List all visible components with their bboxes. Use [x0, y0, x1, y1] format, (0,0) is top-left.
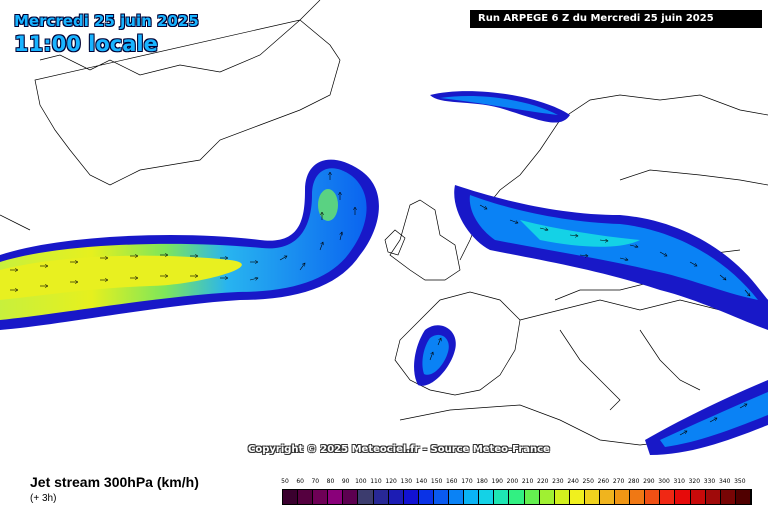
- legend-swatch: [720, 490, 736, 504]
- legend-swatch: [584, 490, 600, 504]
- forecast-time: 11:00 locale: [14, 32, 158, 56]
- legend-level-label: 260: [597, 478, 610, 485]
- legend-level-label: 340: [718, 478, 731, 485]
- legend-swatch: [554, 490, 570, 504]
- legend-level-label: 200: [506, 478, 519, 485]
- legend-swatch: [645, 490, 661, 504]
- wind-vectors: [10, 172, 750, 436]
- legend-level-label: 220: [537, 478, 549, 485]
- legend-swatch: [313, 490, 329, 504]
- legend-swatch: [433, 490, 450, 504]
- legend-swatch: [690, 490, 706, 504]
- legend-swatch: [283, 490, 299, 504]
- legend-level-label: 80: [326, 478, 335, 485]
- legend-swatch: [388, 490, 404, 504]
- legend-level-label: 270: [612, 478, 625, 485]
- legend-level-label: 130: [400, 478, 413, 485]
- legend-swatch: [479, 490, 495, 504]
- legend-swatch: [630, 490, 646, 504]
- legend-swatch: [735, 490, 751, 504]
- legend-swatch: [660, 490, 676, 504]
- legend-swatch: [705, 490, 721, 504]
- jet-stream-map: [0, 0, 768, 455]
- legend-swatch: [494, 490, 510, 504]
- legend-level-label: 70: [311, 478, 320, 485]
- legend-level-label: 170: [461, 478, 473, 485]
- legend-swatch: [524, 490, 540, 504]
- legend-level-label: 180: [476, 478, 488, 485]
- legend-level-label: 310: [673, 478, 685, 485]
- legend-swatch: [298, 490, 314, 504]
- legend-level-label: 330: [703, 478, 716, 485]
- legend-level-label: 250: [582, 478, 594, 485]
- legend-swatch: [373, 490, 389, 504]
- jet-iberia: [414, 325, 456, 386]
- legend-level-label: 90: [341, 478, 350, 485]
- legend-level-label: 210: [521, 478, 534, 485]
- legend-level-label: 60: [296, 478, 304, 485]
- legend-labels: 50 60 70 80 90 100 110 120 130 140 150 160 170 180 190…: [281, 478, 752, 488]
- forecast-date: Mercredi 25 juin 2025: [14, 12, 199, 30]
- legend-swatch: [358, 490, 374, 504]
- run-banner: Run ARPEGE 6 Z du Mercredi 25 juin 2025: [470, 10, 762, 28]
- jet-northern-europe: [430, 91, 768, 330]
- legend-swatch: [599, 490, 616, 504]
- legend-level-label: 190: [491, 478, 503, 485]
- legend-swatch: [615, 490, 631, 504]
- legend-level-label: 120: [385, 478, 397, 485]
- copyright-notice: Copyright © 2025 Meteociel.fr - Source M…: [248, 444, 550, 455]
- legend-swatch: [328, 490, 344, 504]
- legend-level-label: 300: [658, 478, 670, 485]
- legend-level-label: 350: [734, 478, 746, 485]
- legend-level-label: 280: [627, 478, 640, 485]
- legend-level-label: 100: [355, 478, 367, 485]
- legend-level-label: 160: [446, 478, 458, 485]
- legend-level-label: 150: [430, 478, 443, 485]
- map-title: Jet stream 300hPa (km/h): [30, 474, 199, 490]
- legend-level-label: 50: [281, 478, 289, 485]
- legend-swatch: [449, 490, 465, 504]
- legend-swatch: [539, 490, 555, 504]
- legend-swatch: [418, 490, 434, 504]
- legend-swatch: [675, 490, 691, 504]
- legend-level-label: 320: [688, 478, 701, 485]
- legend-swatch: [343, 490, 359, 504]
- legend-swatch: [403, 490, 419, 504]
- legend-level-label: 110: [370, 478, 382, 485]
- legend-level-label: 140: [415, 478, 428, 485]
- forecast-offset: (+ 3h): [30, 493, 57, 504]
- jet-east-med: [645, 380, 768, 455]
- legend-color-bar: [282, 489, 752, 505]
- legend-swatch: [464, 490, 480, 504]
- jet-atlantic: [0, 159, 379, 330]
- legend-swatch: [509, 490, 525, 504]
- legend-level-label: 230: [552, 478, 564, 485]
- legend-level-label: 290: [643, 478, 655, 485]
- color-scale-legend: 50 60 70 80 90 100 110 120 130 140 150 160 170 180 190…: [281, 478, 752, 508]
- legend-level-label: 240: [567, 478, 579, 485]
- legend-swatch: [569, 490, 585, 504]
